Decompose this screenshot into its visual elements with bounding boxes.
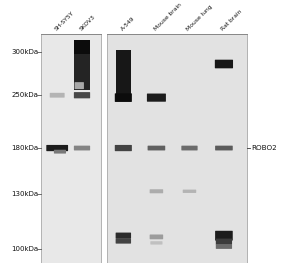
Text: SH-SY5Y: SH-SY5Y <box>54 10 75 32</box>
Bar <box>116 50 131 98</box>
FancyBboxPatch shape <box>74 92 90 98</box>
FancyBboxPatch shape <box>215 60 233 68</box>
Text: 300kDa: 300kDa <box>12 49 39 55</box>
Text: A-549: A-549 <box>120 16 136 32</box>
Text: Mouse lung: Mouse lung <box>186 4 214 32</box>
FancyBboxPatch shape <box>148 146 165 150</box>
FancyBboxPatch shape <box>183 190 196 193</box>
FancyBboxPatch shape <box>116 239 131 244</box>
FancyBboxPatch shape <box>54 150 66 154</box>
FancyBboxPatch shape <box>50 93 65 98</box>
Text: Rat brain: Rat brain <box>220 9 243 32</box>
FancyBboxPatch shape <box>116 233 131 239</box>
Bar <box>74 54 90 91</box>
FancyBboxPatch shape <box>181 146 198 150</box>
Bar <box>41 34 101 263</box>
FancyBboxPatch shape <box>150 189 163 193</box>
Text: 180kDa: 180kDa <box>12 145 39 151</box>
Text: 250kDa: 250kDa <box>12 92 39 98</box>
FancyBboxPatch shape <box>215 146 233 150</box>
FancyBboxPatch shape <box>115 145 132 151</box>
FancyBboxPatch shape <box>150 234 163 239</box>
Text: ROBO2: ROBO2 <box>252 145 277 151</box>
FancyBboxPatch shape <box>115 93 132 102</box>
Text: 100kDa: 100kDa <box>12 246 39 252</box>
Text: SKOV3: SKOV3 <box>78 14 96 32</box>
FancyBboxPatch shape <box>215 231 233 241</box>
Bar <box>74 40 90 54</box>
FancyBboxPatch shape <box>74 82 84 89</box>
Bar <box>107 34 247 263</box>
Text: Mouse brain: Mouse brain <box>153 2 183 32</box>
FancyBboxPatch shape <box>46 145 68 151</box>
FancyBboxPatch shape <box>216 244 232 249</box>
FancyBboxPatch shape <box>216 239 232 245</box>
FancyBboxPatch shape <box>150 241 162 244</box>
FancyBboxPatch shape <box>74 146 90 150</box>
FancyBboxPatch shape <box>147 93 166 102</box>
Text: 130kDa: 130kDa <box>12 191 39 197</box>
